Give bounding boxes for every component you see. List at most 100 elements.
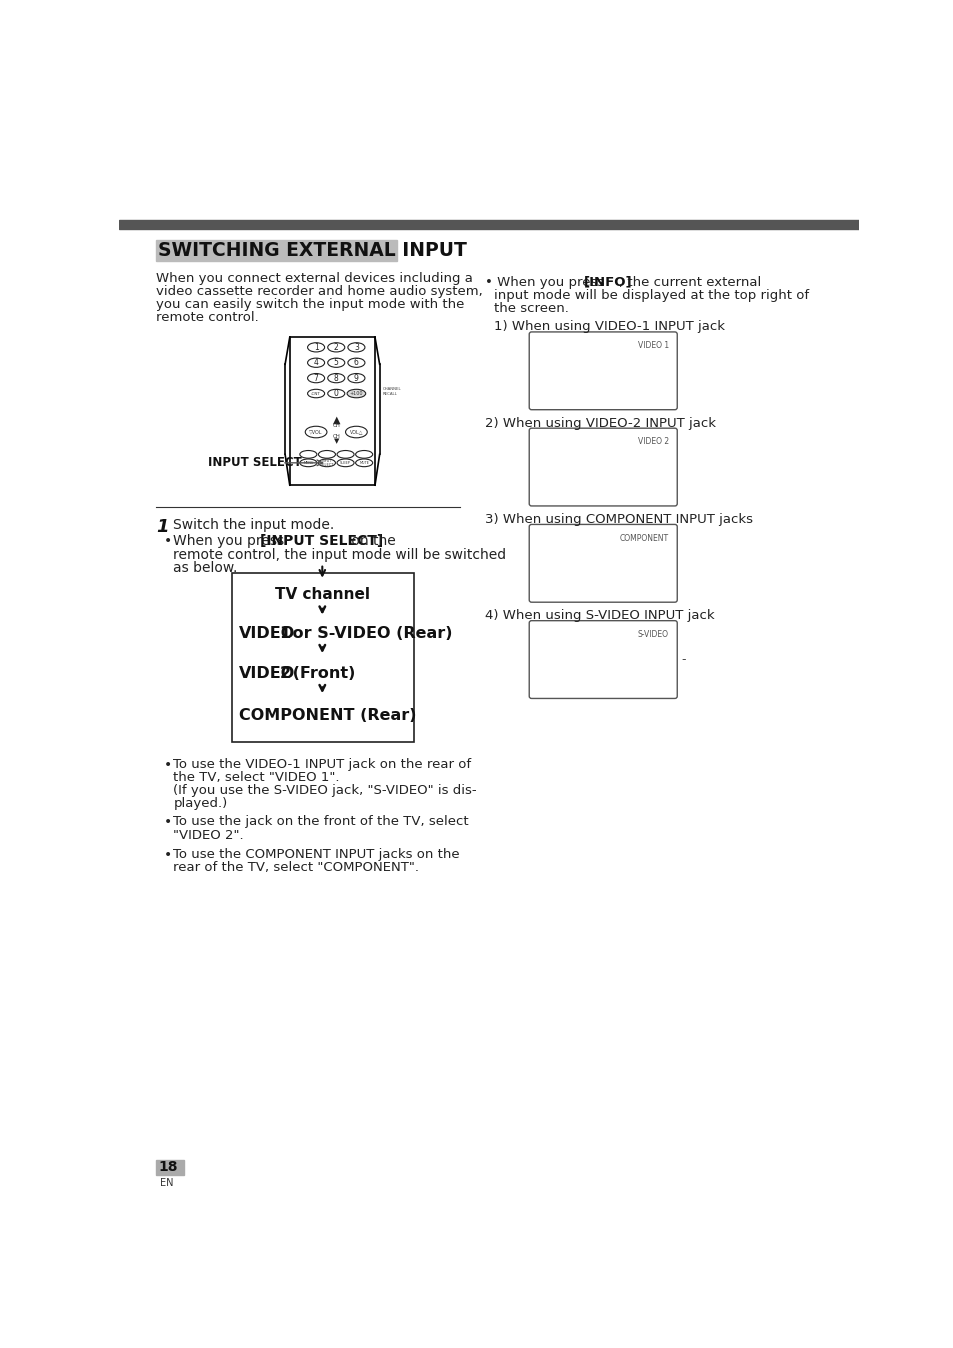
Text: VIDEO 2: VIDEO 2	[637, 437, 668, 446]
Text: , the current external: , the current external	[618, 276, 760, 288]
Text: SWITCHING EXTERNAL INPUT: SWITCHING EXTERNAL INPUT	[158, 241, 466, 260]
Text: (Front): (Front)	[287, 666, 355, 681]
Text: •: •	[164, 816, 172, 829]
Text: 5: 5	[334, 359, 338, 367]
Text: 1: 1	[279, 625, 291, 640]
Text: • When you press: • When you press	[484, 276, 608, 288]
Ellipse shape	[336, 458, 354, 466]
Text: CHANNEL
RECALL: CHANNEL RECALL	[382, 387, 401, 396]
Text: 3: 3	[354, 342, 358, 352]
Ellipse shape	[307, 373, 324, 383]
Text: COMPONENT: COMPONENT	[618, 534, 668, 543]
Text: 4: 4	[314, 359, 318, 367]
Text: you can easily switch the input mode with the: you can easily switch the input mode wit…	[156, 298, 464, 311]
Text: 2: 2	[334, 342, 338, 352]
Ellipse shape	[299, 450, 316, 458]
Text: played.): played.)	[173, 797, 228, 810]
Text: When you press: When you press	[173, 534, 289, 549]
Text: 3) When using COMPONENT INPUT jacks: 3) When using COMPONENT INPUT jacks	[484, 512, 752, 526]
Ellipse shape	[318, 450, 335, 458]
Text: VIDEO: VIDEO	[239, 625, 295, 640]
Text: [INPUT SELECT]: [INPUT SELECT]	[259, 534, 382, 549]
Ellipse shape	[307, 359, 324, 368]
Ellipse shape	[328, 373, 344, 383]
Text: •: •	[164, 534, 172, 549]
Text: or S-VIDEO (Rear): or S-VIDEO (Rear)	[287, 625, 453, 640]
Text: +100: +100	[350, 391, 363, 396]
Text: TV channel: TV channel	[274, 586, 370, 603]
Text: To use the VIDEO-1 INPUT jack on the rear of: To use the VIDEO-1 INPUT jack on the rea…	[173, 758, 471, 771]
Text: VIDEO 1: VIDEO 1	[637, 341, 668, 350]
Text: Switch the input mode.: Switch the input mode.	[173, 518, 335, 531]
Ellipse shape	[348, 359, 365, 368]
Text: 9: 9	[354, 373, 358, 383]
FancyBboxPatch shape	[529, 524, 677, 603]
Text: To use the COMPONENT INPUT jacks on the: To use the COMPONENT INPUT jacks on the	[173, 848, 459, 861]
Bar	[156, 1159, 184, 1175]
Text: "VIDEO 2".: "VIDEO 2".	[173, 829, 244, 841]
Ellipse shape	[348, 373, 365, 383]
Text: SLEEP: SLEEP	[340, 461, 351, 465]
Text: INPUT SELECT: INPUT SELECT	[208, 457, 302, 469]
Ellipse shape	[305, 426, 327, 438]
Text: 1: 1	[156, 518, 169, 535]
Text: the TV, select "VIDEO 1".: the TV, select "VIDEO 1".	[173, 771, 339, 783]
FancyBboxPatch shape	[529, 620, 677, 698]
Text: 2: 2	[279, 666, 291, 681]
Bar	[156, 240, 396, 262]
Ellipse shape	[328, 390, 344, 398]
Text: CH: CH	[332, 423, 340, 429]
Text: 8: 8	[334, 373, 338, 383]
Text: VOL△: VOL△	[350, 430, 363, 434]
Text: •: •	[164, 758, 172, 772]
Text: remote control.: remote control.	[156, 311, 259, 324]
Text: S-VIDEO: S-VIDEO	[637, 630, 668, 639]
Text: INPUT
SELECT: INPUT SELECT	[320, 458, 334, 466]
Text: •: •	[164, 848, 172, 861]
Ellipse shape	[355, 458, 373, 466]
Text: the screen.: the screen.	[494, 302, 569, 315]
Ellipse shape	[348, 342, 365, 352]
Text: 1: 1	[314, 342, 318, 352]
Ellipse shape	[347, 390, 365, 398]
Text: ▲: ▲	[333, 415, 339, 425]
Text: rear of the TV, select "COMPONENT".: rear of the TV, select "COMPONENT".	[173, 861, 419, 874]
Text: When you connect external devices including a: When you connect external devices includ…	[156, 272, 473, 284]
Ellipse shape	[345, 426, 367, 438]
Ellipse shape	[355, 450, 373, 458]
Text: (If you use the S-VIDEO jack, "S-VIDEO" is dis-: (If you use the S-VIDEO jack, "S-VIDEO" …	[173, 785, 476, 797]
Text: video cassette recorder and home audio system,: video cassette recorder and home audio s…	[156, 284, 482, 298]
Text: -: -	[680, 652, 685, 666]
Bar	[232, 573, 414, 743]
Ellipse shape	[328, 342, 344, 352]
Ellipse shape	[307, 342, 324, 352]
Text: To use the jack on the front of the TV, select: To use the jack on the front of the TV, …	[173, 816, 469, 829]
Text: VIDEO: VIDEO	[239, 666, 295, 681]
Text: COMPONENT (Rear): COMPONENT (Rear)	[239, 708, 416, 723]
Text: on the: on the	[347, 534, 395, 549]
Ellipse shape	[299, 458, 316, 466]
FancyBboxPatch shape	[529, 429, 677, 506]
Text: -CNT: -CNT	[311, 391, 321, 395]
Text: 4) When using S-VIDEO INPUT jack: 4) When using S-VIDEO INPUT jack	[484, 609, 714, 623]
Ellipse shape	[307, 390, 324, 398]
Text: 1) When using VIDEO-1 INPUT jack: 1) When using VIDEO-1 INPUT jack	[494, 321, 724, 333]
FancyBboxPatch shape	[529, 332, 677, 410]
Ellipse shape	[318, 458, 335, 466]
Text: as below.: as below.	[173, 561, 237, 574]
Text: MUTE: MUTE	[359, 461, 369, 465]
Text: CH: CH	[332, 434, 340, 439]
Text: remote control, the input mode will be switched: remote control, the input mode will be s…	[173, 547, 506, 562]
Text: 6: 6	[354, 359, 358, 367]
Text: EN: EN	[160, 1178, 173, 1188]
Bar	[119, 220, 858, 229]
Text: 7: 7	[314, 373, 318, 383]
Ellipse shape	[328, 359, 344, 368]
Text: 18: 18	[158, 1161, 178, 1174]
Text: ▼: ▼	[334, 438, 338, 445]
Text: 2) When using VIDEO-2 INPUT jack: 2) When using VIDEO-2 INPUT jack	[484, 417, 716, 430]
Text: MENU: MENU	[303, 461, 314, 465]
Text: [INFO]: [INFO]	[583, 276, 632, 288]
Text: 0: 0	[334, 390, 338, 398]
Text: ▽VOL: ▽VOL	[309, 430, 322, 434]
